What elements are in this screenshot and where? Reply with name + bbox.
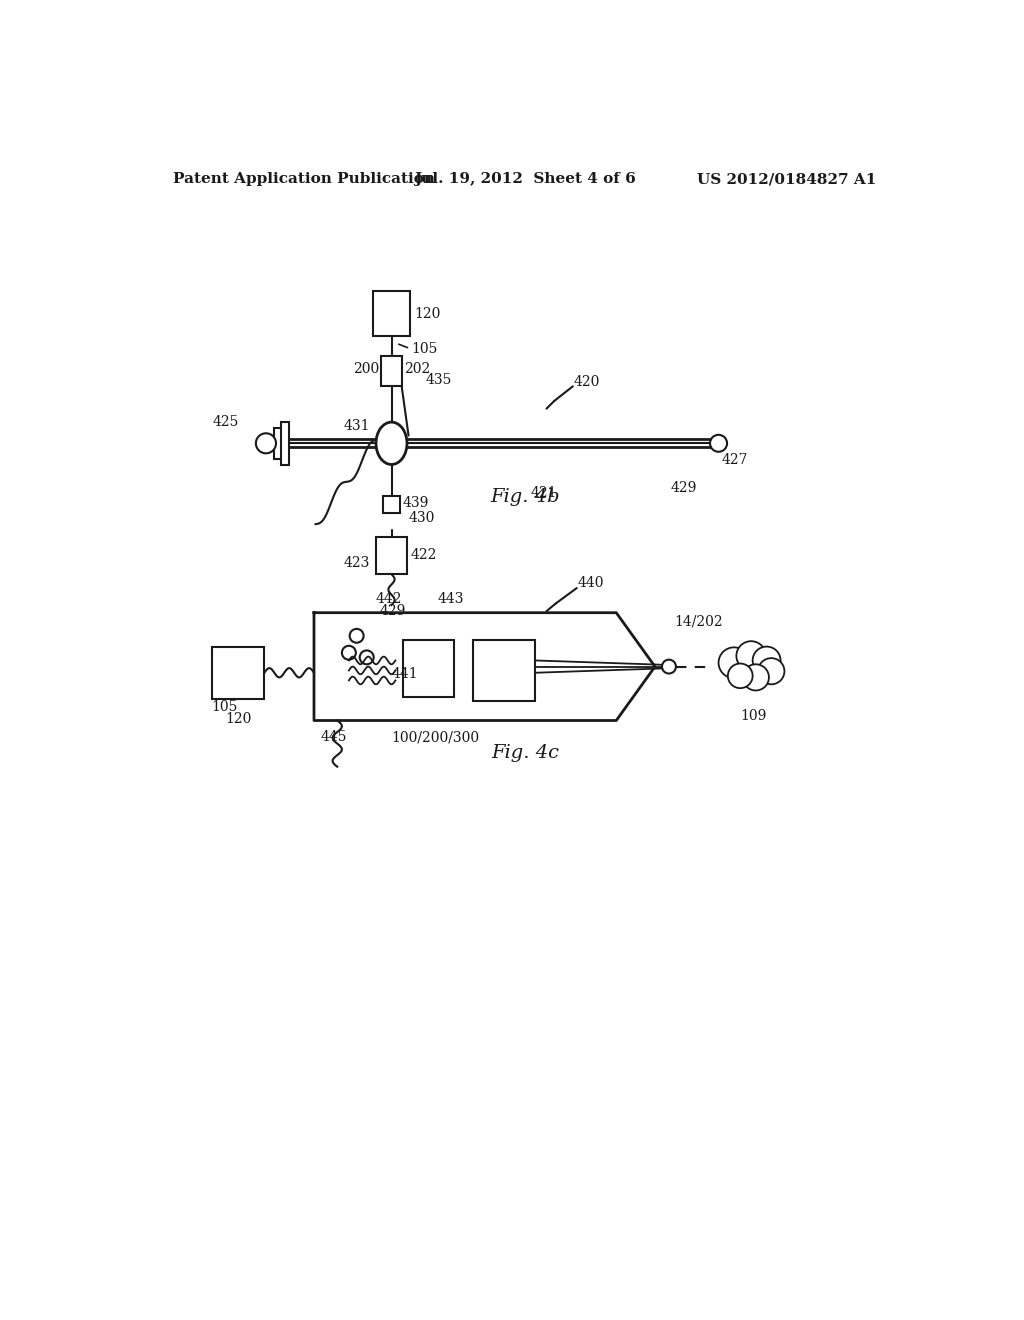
Text: Patent Application Publication: Patent Application Publication bbox=[173, 172, 435, 186]
Bar bbox=[282, 422, 289, 465]
Text: 120: 120 bbox=[415, 308, 441, 321]
Text: 105: 105 bbox=[212, 700, 238, 714]
Text: 422: 422 bbox=[410, 548, 436, 562]
Text: 423: 423 bbox=[343, 556, 370, 570]
Bar bbox=[381, 356, 401, 385]
Text: 445: 445 bbox=[321, 730, 347, 744]
Text: Fig. 4c: Fig. 4c bbox=[490, 744, 559, 762]
Text: 429: 429 bbox=[671, 480, 697, 495]
Text: Jul. 19, 2012  Sheet 4 of 6: Jul. 19, 2012 Sheet 4 of 6 bbox=[414, 172, 636, 186]
Text: 439: 439 bbox=[402, 496, 429, 511]
Text: 435: 435 bbox=[426, 374, 452, 387]
Circle shape bbox=[758, 659, 784, 684]
Bar bbox=[383, 496, 400, 512]
Text: 420: 420 bbox=[573, 375, 600, 388]
Bar bbox=[273, 428, 285, 459]
Text: 430: 430 bbox=[409, 511, 435, 525]
Bar bbox=[212, 647, 264, 700]
Text: 200: 200 bbox=[352, 363, 379, 376]
Text: 105: 105 bbox=[412, 342, 438, 355]
Text: 429: 429 bbox=[379, 605, 406, 618]
Circle shape bbox=[742, 664, 769, 690]
Text: 421: 421 bbox=[531, 486, 557, 500]
Text: Fig. 4b: Fig. 4b bbox=[490, 488, 559, 506]
Circle shape bbox=[359, 651, 374, 664]
Polygon shape bbox=[314, 612, 655, 721]
Ellipse shape bbox=[376, 422, 407, 465]
Text: 440: 440 bbox=[578, 577, 604, 590]
Bar bbox=[373, 290, 410, 335]
Circle shape bbox=[349, 628, 364, 643]
Text: 442: 442 bbox=[376, 591, 402, 606]
Text: 443: 443 bbox=[438, 591, 465, 606]
Circle shape bbox=[728, 664, 753, 688]
Text: 14/202: 14/202 bbox=[675, 615, 723, 628]
Bar bbox=[473, 640, 535, 701]
Text: 425: 425 bbox=[212, 414, 239, 429]
Circle shape bbox=[710, 434, 727, 451]
Text: 100/200/300: 100/200/300 bbox=[391, 730, 479, 744]
Circle shape bbox=[719, 647, 750, 678]
Text: US 2012/0184827 A1: US 2012/0184827 A1 bbox=[697, 172, 877, 186]
Circle shape bbox=[736, 642, 766, 671]
Text: 441: 441 bbox=[391, 668, 418, 681]
Text: 120: 120 bbox=[225, 711, 251, 726]
Text: 431: 431 bbox=[343, 420, 370, 433]
Bar bbox=[403, 640, 454, 697]
Text: 427: 427 bbox=[722, 453, 749, 467]
Circle shape bbox=[256, 433, 276, 453]
Text: 202: 202 bbox=[403, 363, 430, 376]
Circle shape bbox=[753, 647, 780, 675]
Circle shape bbox=[342, 645, 356, 660]
Circle shape bbox=[662, 660, 676, 673]
Bar bbox=[376, 537, 407, 574]
Text: 109: 109 bbox=[740, 709, 767, 723]
